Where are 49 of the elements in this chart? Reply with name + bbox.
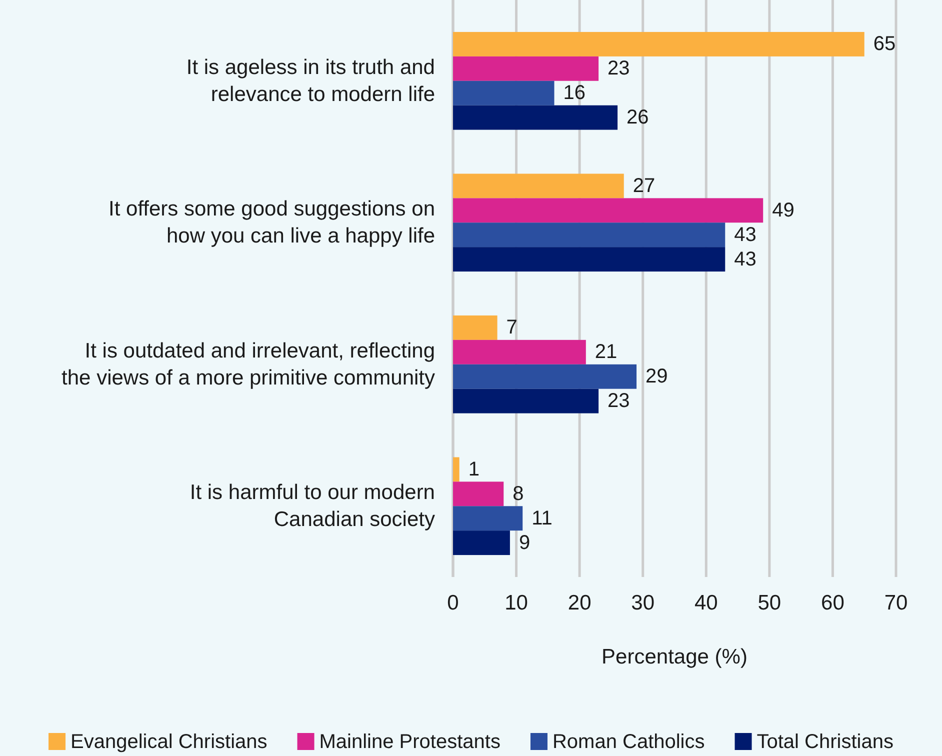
bar <box>453 530 510 556</box>
bar <box>453 105 618 130</box>
data-label: 8 <box>512 482 524 505</box>
bar <box>453 222 726 248</box>
data-label: 16 <box>563 82 586 104</box>
bar <box>453 315 498 340</box>
data-label: 23 <box>608 390 630 412</box>
bar <box>453 198 764 223</box>
data-label: 7 <box>506 316 518 339</box>
x-tick-label: 70 <box>884 592 908 614</box>
bar <box>453 482 504 506</box>
bar <box>453 340 586 364</box>
data-label: 27 <box>632 174 656 197</box>
x-tick-label: 20 <box>568 592 592 614</box>
bar <box>453 56 599 81</box>
data-label: 23 <box>608 58 630 80</box>
data-label: 43 <box>734 224 756 246</box>
y-tick-label: It is ageless in its truth and relevance to modern life <box>186 56 435 106</box>
legend-label: Roman Catholics <box>552 731 705 753</box>
x-tick-label: 0 <box>447 592 459 614</box>
bar <box>453 457 460 482</box>
x-tick-label: 30 <box>631 592 655 614</box>
data-label: 65 <box>873 33 896 56</box>
x-axis-title: Percentage (%) <box>602 646 748 668</box>
data-label: 9 <box>518 532 530 554</box>
bar <box>453 174 624 198</box>
x-tick-label: 50 <box>758 592 782 614</box>
x-tick-label: 60 <box>821 592 844 614</box>
y-tick-label: It is outdated and irrelevant, reflecting the views of a more primitive community <box>62 339 436 390</box>
bar <box>453 364 637 389</box>
data-label: 26 <box>626 106 649 129</box>
legend-label: Total Christians <box>756 731 894 753</box>
y-tick-label: It offers some good suggestions on how you can live a happy life <box>108 198 435 248</box>
legend-label: Evangelical Christians <box>70 731 268 753</box>
data-label: 29 <box>646 366 668 388</box>
bar <box>453 388 599 414</box>
bar <box>453 80 554 106</box>
data-label: 49 <box>772 199 794 222</box>
data-label: 21 <box>594 341 618 364</box>
data-label: 43 <box>734 248 756 270</box>
x-tick-label: 40 <box>694 592 718 614</box>
y-tick-label: It is harmful to our modern Canadian society <box>190 481 436 532</box>
bar <box>453 506 523 531</box>
data-label: 1 <box>468 458 480 480</box>
x-tick-label: 10 <box>504 592 528 614</box>
bar <box>453 247 726 272</box>
bar <box>453 32 864 56</box>
legend-label: Mainline Protestants <box>319 731 500 753</box>
data-label: 11 <box>532 507 552 530</box>
